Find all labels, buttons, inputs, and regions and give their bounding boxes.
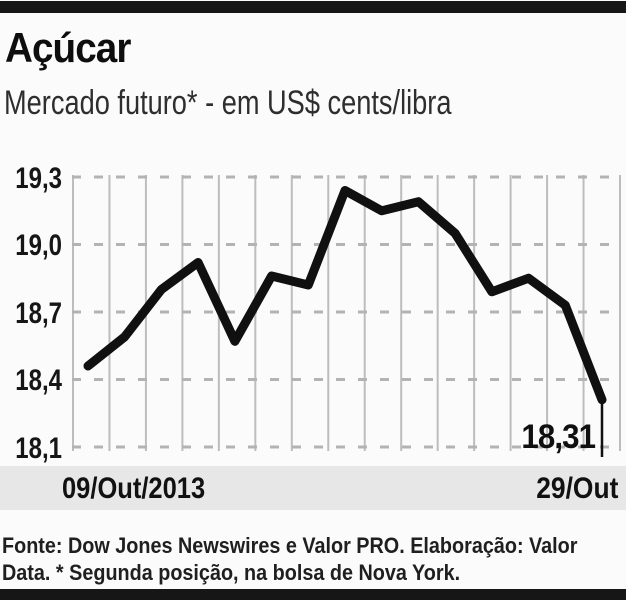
last-value-label: 18,31 xyxy=(521,418,596,456)
y-axis-tick-label: 18,7 xyxy=(15,297,62,330)
source-note-line1: Fonte: Dow Jones Newswires e Valor PRO. … xyxy=(2,533,578,558)
x-axis-end-label: 29/Out xyxy=(535,472,618,505)
x-axis-band: 09/Out/2013 29/Out xyxy=(0,466,626,510)
chart-title: Açúcar xyxy=(5,24,131,71)
bottom-rule xyxy=(0,589,626,600)
source-note: Fonte: Dow Jones Newswires e Valor PRO. … xyxy=(2,532,623,586)
y-axis-tick-label: 18,1 xyxy=(15,432,62,465)
source-note-line2: Data. * Segunda posição, na bolsa de Nov… xyxy=(2,560,461,585)
x-axis-start-label: 09/Out/2013 xyxy=(62,472,206,505)
y-axis-tick-label: 18,4 xyxy=(15,364,62,397)
chart-subtitle: Mercado futuro* - em US$ cents/libra xyxy=(4,84,452,122)
y-axis-tick-label: 19,3 xyxy=(15,162,62,195)
price-line xyxy=(83,186,607,405)
top-rule xyxy=(0,1,626,13)
y-axis-tick-label: 19,0 xyxy=(15,229,62,262)
